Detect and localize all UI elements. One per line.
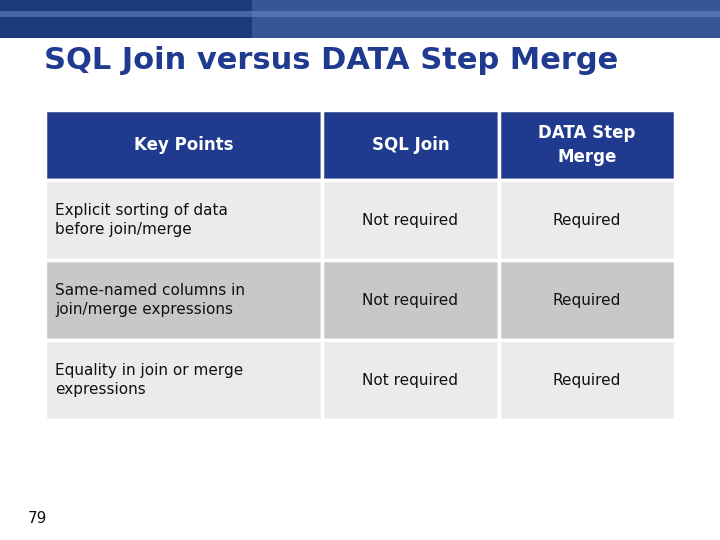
Text: Not required: Not required (362, 373, 459, 388)
Text: Required: Required (553, 213, 621, 227)
Bar (498, 260, 675, 340)
Text: Not required: Not required (362, 213, 459, 227)
Bar (45, 260, 323, 340)
Text: Required: Required (553, 293, 621, 307)
Bar (0, 0, 720, 38)
Bar (323, 260, 498, 340)
Text: DATA Step
Merge: DATA Step Merge (538, 124, 636, 166)
Text: Key Points: Key Points (134, 136, 233, 154)
Text: Same-named columns in
join/merge expressions: Same-named columns in join/merge express… (55, 283, 245, 317)
Text: SQL Join versus DATA Step Merge: SQL Join versus DATA Step Merge (44, 46, 618, 75)
Bar (252, 0, 720, 38)
Bar (323, 180, 498, 260)
Bar (498, 110, 675, 180)
Text: Explicit sorting of data
before join/merge: Explicit sorting of data before join/mer… (55, 203, 228, 237)
Bar (0, 11, 720, 17)
Bar (323, 340, 498, 420)
Bar (498, 180, 675, 260)
Bar (45, 180, 323, 260)
Text: Required: Required (553, 373, 621, 388)
Bar (45, 340, 323, 420)
Text: Not required: Not required (362, 293, 459, 307)
Bar (323, 110, 498, 180)
Text: Equality in join or merge
expressions: Equality in join or merge expressions (55, 363, 243, 397)
Bar (498, 340, 675, 420)
Text: SQL Join: SQL Join (372, 136, 449, 154)
Bar (45, 110, 323, 180)
Text: 79: 79 (28, 511, 48, 526)
